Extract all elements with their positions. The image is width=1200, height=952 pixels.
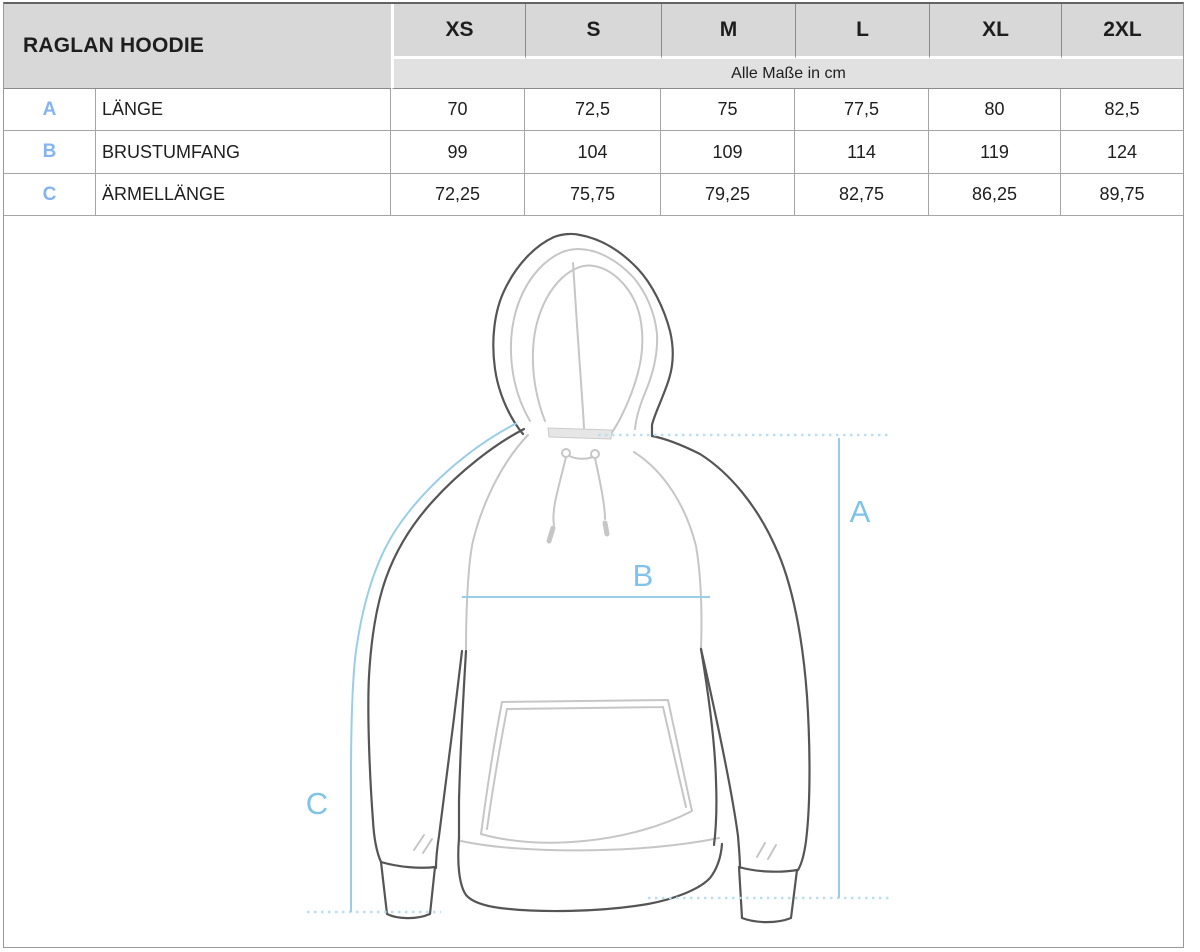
left-sleeve-outline [367,427,526,864]
hem-bottom-outline [457,836,724,913]
hoodie-sketch-svg: A B C [306,232,889,924]
hood-crease-line [572,262,585,429]
hem-band-top-line [460,837,720,852]
value-brust-s: 104 [525,131,661,174]
hood-face-opening-line [531,264,644,435]
value-laenge-xs: 70 [391,89,525,131]
size-header-s: S [525,4,661,59]
value-aermel-xl: 86,25 [929,174,1061,216]
size-header-m: M [661,4,795,59]
measurement-label-laenge: LÄNGE [96,89,391,131]
hood-outline-path [492,232,674,438]
marker-a-label: A [850,494,871,529]
size-header-xl: XL [929,4,1061,59]
right-sleeve-inner-edge [699,647,742,870]
cuff-left [379,860,437,920]
measurement-label-brustumfang: BRUSTUMFANG [96,131,391,174]
value-brust-l: 114 [795,131,929,174]
value-laenge-m: 75 [661,89,795,131]
size-header-l: L [795,4,929,59]
row-letter-a: A [4,89,96,131]
collar-and-drawstrings [546,427,613,544]
drawstring-aglet-right [602,520,610,537]
body-right-edge [699,647,718,847]
measurement-annotations: A B C [306,422,889,914]
chart-frame: RAGLAN HOODIE XS S M L XL 2XL Alle Maße … [3,2,1184,948]
pocket-outline [480,699,693,844]
product-title: RAGLAN HOODIE [4,4,391,89]
right-sleeve-outline [650,434,811,872]
size-header-xs: XS [391,4,525,59]
value-brust-xs: 99 [391,131,525,174]
cuff-right [737,865,799,924]
value-brust-xl: 119 [929,131,1061,174]
drawstring-left [552,456,567,526]
drawstring-anchor-right [590,449,600,459]
size-table: RAGLAN HOODIE XS S M L XL 2XL Alle Maße … [4,4,1183,216]
value-laenge-l: 77,5 [795,89,929,131]
raglan-seam-right [633,451,703,650]
value-aermel-m: 79,25 [661,174,795,216]
drawstring-aglet-left [546,525,556,544]
value-laenge-s: 72,5 [525,89,661,131]
hoodie-diagram: A B C [4,216,1183,947]
hoodie-light-lines [413,248,777,860]
pocket-inner-line [486,706,687,830]
measurement-label-aermellaenge: ÄRMELLÄNGE [96,174,391,216]
body-left-edge [457,649,468,841]
value-aermel-s: 75,75 [525,174,661,216]
value-laenge-xl: 80 [929,89,1061,131]
measure-line-c [350,422,518,912]
value-brust-m: 109 [661,131,795,174]
size-header-2xl: 2XL [1061,4,1183,59]
value-aermel-2xl: 89,75 [1061,174,1183,216]
drawstring-right [594,457,606,520]
cuff-ticks-left [413,834,433,854]
hood-inner-line [509,248,659,430]
row-letter-c: C [4,174,96,216]
unit-note: Alle Maße in cm [391,59,1183,89]
value-aermel-xs: 72,25 [391,174,525,216]
kangaroo-pocket [480,699,693,844]
value-brust-2xl: 124 [1061,131,1183,174]
value-aermel-l: 82,75 [795,174,929,216]
drawstring-anchor-left [561,448,571,458]
row-letter-b: B [4,131,96,174]
collar-shape [547,427,613,440]
value-laenge-2xl: 82,5 [1061,89,1183,131]
cuff-ticks-right [756,842,777,860]
raglan-seam-left [465,434,529,650]
marker-c-label: C [306,786,328,821]
marker-b-label: B [633,558,654,593]
left-sleeve-inner-edge [434,649,464,870]
hoodie-dark-outline [367,232,811,924]
